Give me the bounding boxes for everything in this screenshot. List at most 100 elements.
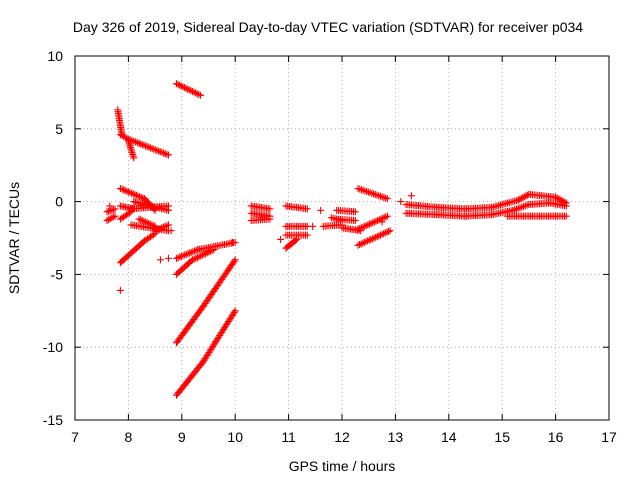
- data-point-marker: [184, 85, 192, 93]
- data-point-marker: [230, 308, 238, 316]
- data-point-marker: [182, 84, 190, 92]
- data-point-marker: [160, 149, 168, 157]
- chart-title: Day 326 of 2019, Sidereal Day-to-day VTE…: [73, 19, 583, 35]
- data-point-marker: [195, 91, 203, 99]
- data-point-marker: [514, 204, 522, 212]
- data-point-marker: [133, 139, 141, 147]
- data-point-marker: [192, 89, 200, 97]
- data-point-marker: [188, 87, 196, 95]
- data-point-marker: [356, 225, 364, 233]
- data-point-marker: [368, 189, 376, 197]
- data-point-marker: [351, 208, 359, 216]
- y-tick-label: 5: [55, 121, 63, 137]
- data-point-marker: [200, 250, 208, 258]
- data-point-marker: [376, 231, 384, 239]
- data-point-marker: [386, 227, 394, 235]
- y-axis-label: SDTVAR / TECUs: [6, 182, 22, 294]
- data-point-marker: [511, 206, 519, 214]
- data-point-marker: [354, 241, 362, 249]
- data-point-marker: [366, 189, 374, 197]
- data-point-marker: [161, 150, 169, 158]
- data-point-marker: [148, 145, 156, 153]
- data-point-marker: [121, 187, 129, 195]
- data-point-marker: [362, 222, 370, 230]
- data-point-marker: [150, 205, 158, 213]
- data-point-marker: [354, 184, 362, 192]
- data-point-marker: [203, 249, 211, 257]
- data-point-marker: [151, 222, 159, 230]
- data-point-marker: [373, 191, 381, 199]
- series-seg-q: [354, 184, 391, 203]
- data-point-marker: [167, 227, 175, 235]
- grid: [75, 56, 609, 420]
- x-tick-label: 8: [125, 429, 133, 445]
- x-tick-label: 11: [281, 429, 296, 445]
- y-tick-label: -5: [51, 266, 64, 282]
- series-seg-n: [282, 202, 311, 252]
- data-point-marker: [359, 239, 367, 247]
- data-point-marker: [383, 212, 391, 220]
- data-point-marker: [367, 235, 375, 243]
- data-point-marker: [520, 193, 528, 201]
- data-point-marker: [177, 252, 185, 260]
- series-seg-m: [247, 202, 274, 225]
- data-point-marker: [106, 202, 114, 210]
- data-point-marker: [230, 257, 238, 265]
- data-point-marker: [202, 250, 210, 258]
- data-point-marker: [103, 217, 111, 225]
- data-point-marker: [208, 246, 216, 254]
- data-point-marker: [131, 191, 139, 199]
- data-point-marker: [174, 254, 182, 262]
- data-point-marker: [192, 246, 200, 254]
- data-point-marker: [522, 192, 530, 200]
- data-point-marker: [150, 231, 158, 239]
- data-point-marker: [190, 255, 198, 263]
- data-point-marker: [231, 256, 239, 264]
- data-point-marker: [140, 217, 148, 225]
- series-seg-r: [354, 212, 391, 233]
- data-point-marker: [141, 218, 149, 226]
- data-point-marker: [365, 236, 373, 244]
- data-point-marker: [123, 187, 131, 195]
- data-point-marker: [365, 220, 373, 228]
- data-point-marker: [514, 196, 522, 204]
- data-point-marker: [103, 208, 111, 216]
- data-point-marker: [128, 189, 136, 197]
- x-tick-label: 7: [71, 429, 79, 445]
- data-point-marker: [111, 212, 119, 220]
- data-point-marker: [523, 201, 531, 209]
- data-point-marker: [375, 192, 383, 200]
- data-point-marker: [118, 185, 126, 193]
- data-point-marker: [164, 254, 172, 262]
- data-point-marker: [187, 87, 195, 95]
- series-seg-e: [116, 184, 159, 214]
- data-point-marker: [158, 148, 166, 156]
- data-point-marker: [309, 222, 317, 230]
- data-point-marker: [407, 192, 415, 200]
- data-point-marker: [142, 142, 150, 150]
- data-point-marker: [516, 204, 524, 212]
- data-point-marker: [126, 209, 134, 217]
- data-point-marker: [150, 145, 158, 153]
- data-point-marker: [145, 219, 153, 227]
- data-point-marker: [354, 225, 362, 233]
- data-point-marker: [156, 148, 164, 156]
- x-axis-label: GPS time / hours: [289, 458, 396, 474]
- x-tick-label: 13: [388, 429, 404, 445]
- data-point-marker: [351, 217, 359, 225]
- data-point-marker: [378, 218, 386, 226]
- data-point-marker: [381, 229, 389, 237]
- data-point-marker: [109, 213, 117, 221]
- data-point-marker: [361, 222, 369, 230]
- y-tick-label: 0: [55, 194, 63, 210]
- data-point-marker: [517, 194, 525, 202]
- series-seg-g: [127, 215, 172, 235]
- data-point-marker: [360, 238, 368, 246]
- data-point-marker: [137, 193, 145, 201]
- data-point-marker: [382, 213, 390, 221]
- data-point-marker: [176, 253, 184, 261]
- data-point-marker: [190, 88, 198, 96]
- data-point-marker: [143, 219, 151, 227]
- x-tick-label: 10: [227, 429, 243, 445]
- series-seg-i: [172, 238, 239, 262]
